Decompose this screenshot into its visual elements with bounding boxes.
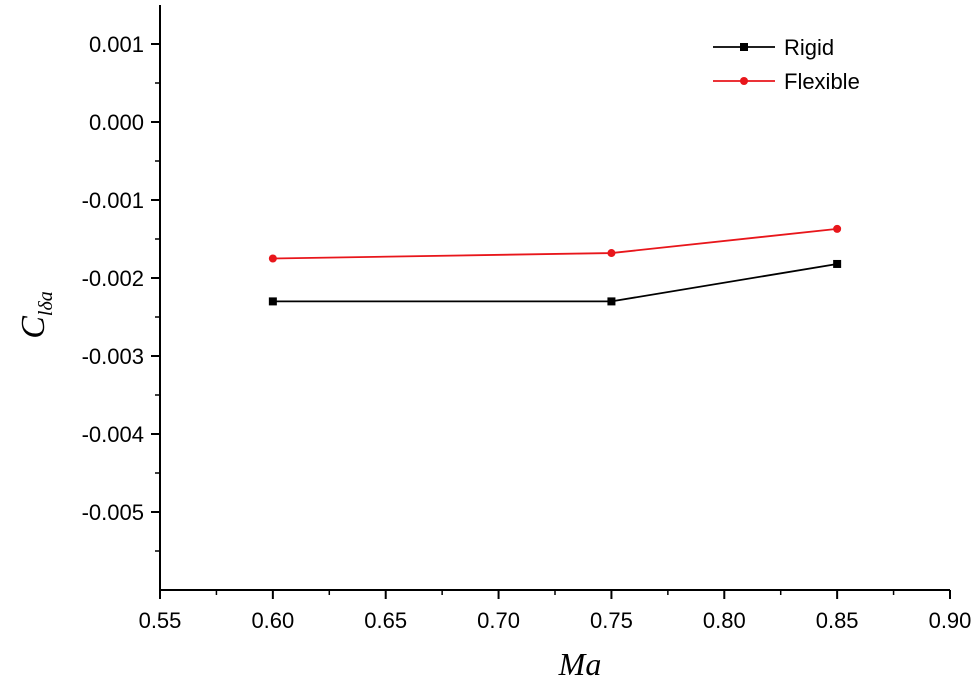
y-tick-label: -0.005	[82, 500, 144, 525]
x-axis-title: Ma	[558, 646, 602, 682]
y-tick-label: -0.001	[82, 188, 144, 213]
x-tick-label: 0.75	[590, 608, 633, 633]
data-point-rigid	[607, 297, 616, 306]
data-point-flexible	[833, 224, 842, 233]
legend: Rigid Flexible	[713, 35, 860, 94]
data-point-rigid	[268, 297, 277, 306]
legend-marker-rigid	[740, 43, 748, 51]
legend-label-flexible: Flexible	[784, 69, 860, 94]
x-tick-label: 0.70	[477, 608, 520, 633]
series-line-rigid	[272, 263, 838, 303]
data-point-flexible	[268, 254, 277, 263]
y-axis-title: Clδa	[15, 291, 57, 339]
legend-marker-flexible	[740, 77, 748, 85]
x-tick-label: 0.60	[251, 608, 294, 633]
y-axis-title-main: C	[15, 316, 52, 339]
data-point-flexible	[607, 249, 616, 258]
x-tick-label: 0.85	[816, 608, 859, 633]
axes: 0.55 0.60 0.65 0.70 0.75 0.80 0.85 0.90 0.001 0.0…	[82, 5, 972, 633]
y-tick-label: -0.004	[82, 422, 144, 447]
x-tick-label: 0.65	[364, 608, 407, 633]
y-axis-title-subscript: lδa	[35, 291, 57, 316]
x-tick-label: 0.80	[703, 608, 746, 633]
x-tick-label: 0.55	[139, 608, 182, 633]
data-point-rigid	[833, 259, 842, 268]
x-tick-label: 0.90	[929, 608, 972, 633]
series-layer	[268, 224, 842, 306]
legend-label-rigid: Rigid	[784, 35, 834, 60]
series-line-flexible	[272, 227, 838, 260]
y-tick-label: -0.003	[82, 344, 144, 369]
y-tick-label: 0.001	[89, 32, 144, 57]
y-tick-label: 0.000	[89, 110, 144, 135]
y-tick-label: -0.002	[82, 266, 144, 291]
